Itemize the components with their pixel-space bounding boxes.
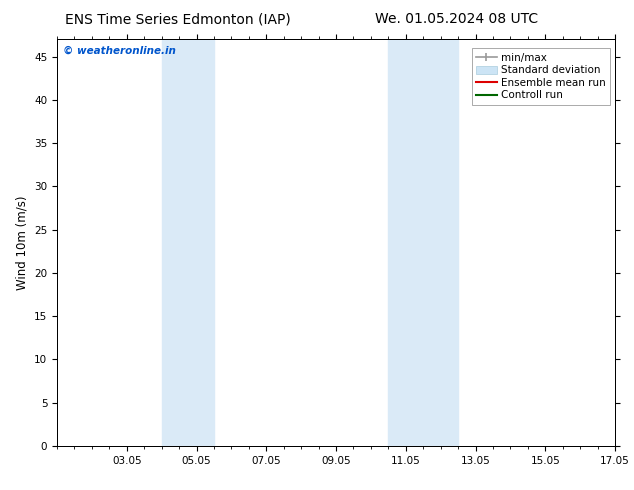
Text: ENS Time Series Edmonton (IAP): ENS Time Series Edmonton (IAP) xyxy=(65,12,290,26)
Text: We. 01.05.2024 08 UTC: We. 01.05.2024 08 UTC xyxy=(375,12,538,26)
Y-axis label: Wind 10m (m/s): Wind 10m (m/s) xyxy=(15,196,29,290)
Bar xyxy=(162,39,214,446)
Text: © weatheronline.in: © weatheronline.in xyxy=(63,45,176,55)
Bar xyxy=(388,39,458,446)
Legend: min/max, Standard deviation, Ensemble mean run, Controll run: min/max, Standard deviation, Ensemble me… xyxy=(472,49,610,105)
